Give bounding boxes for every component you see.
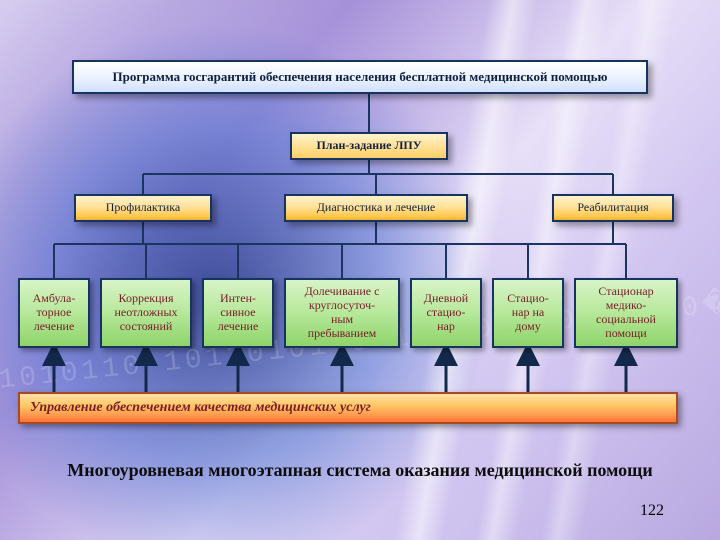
quality-management-bar: Управление обеспечением качества медицин… (18, 392, 678, 424)
leaf-social-hospital: Стационар медико- социальной помощи (574, 278, 678, 348)
leaf-intensive: Интен- сивное лечение (202, 278, 274, 348)
leaf-ambulatory: Амбула- торное лечение (18, 278, 90, 348)
leaf-day-hospital: Дневной стацио- нар (410, 278, 482, 348)
leaf-home-hospital: Стацио- нар на дому (492, 278, 564, 348)
mid-diagnostics: Диагностика и лечение (284, 194, 468, 222)
diagram-caption: Многоуровневая многоэтапная система оказ… (36, 460, 684, 481)
mid-prophylaxis: Профилактика (74, 194, 212, 222)
diagram-stage: Программа госгарантий обеспечения населе… (0, 0, 720, 540)
top-program-box: Программа госгарантий обеспечения населе… (72, 60, 648, 94)
mid-rehab: Реабилитация (552, 194, 674, 222)
leaf-correction: Коррекция неотложных состояний (100, 278, 192, 348)
plan-task-box: План-задание ЛПУ (290, 132, 448, 160)
page-number: 122 (640, 502, 664, 520)
leaf-aftercare: Долечивание с круглосуточ- ным пребывани… (284, 278, 400, 348)
